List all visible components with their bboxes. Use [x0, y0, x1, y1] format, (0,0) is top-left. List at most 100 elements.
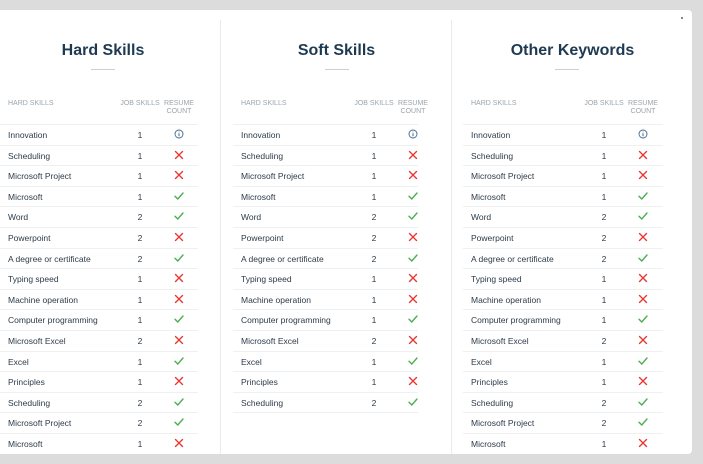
skill-name: Typing speed	[471, 274, 522, 285]
table-row: Typing speed 1	[463, 269, 663, 290]
table-row: Excel 1	[0, 352, 198, 373]
table-row: A degree or certificate 2	[463, 249, 663, 270]
skill-name: Excel	[471, 356, 492, 367]
hard-skills-section: Hard Skills HARD SKILLS JOB SKILLS RESUM…	[0, 20, 220, 454]
table-header: HARD SKILLS JOB SKILLS RESUME COUNT	[221, 100, 452, 126]
job-skills-count: 1	[137, 438, 143, 449]
table-row: Scheduling 1	[0, 146, 198, 167]
info-icon[interactable]	[619, 129, 667, 139]
skill-name: Microsoft Project	[471, 418, 535, 429]
job-skills-count: 1	[371, 377, 377, 388]
skill-name: Microsoft	[8, 191, 43, 202]
skill-name: Scheduling	[8, 397, 51, 408]
skills-table: Innovation 1 Scheduling 1 Microsoft Project 1…	[0, 124, 220, 454]
check-icon	[389, 397, 437, 407]
table-row: Microsoft Project 1	[463, 166, 663, 187]
job-skills-count: 1	[601, 315, 607, 326]
table-row: Microsoft 1	[233, 187, 418, 208]
table-row: Microsoft Project 1	[0, 166, 198, 187]
job-skills-count: 1	[137, 130, 143, 140]
job-skills-count: 1	[601, 438, 607, 449]
table-row: A degree or certificate 2	[233, 249, 418, 270]
skill-name: Machine operation	[8, 294, 78, 305]
skill-name: Microsoft Project	[471, 171, 535, 182]
cross-icon	[155, 438, 203, 448]
table-header: HARD SKILLS JOB SKILLS RESUME COUNT	[452, 100, 692, 126]
section-title: Hard Skills	[61, 42, 145, 59]
cross-icon	[619, 273, 667, 283]
job-skills-count: 1	[371, 315, 377, 326]
skill-name: Typing speed	[241, 274, 292, 285]
skills-card: Hard Skills HARD SKILLS JOB SKILLS RESUM…	[0, 10, 692, 454]
skill-name: A degree or certificate	[241, 253, 324, 264]
table-row: Microsoft Project 2	[463, 413, 663, 434]
job-skills-count: 2	[601, 397, 607, 408]
header-skill: HARD SKILLS	[241, 100, 287, 107]
table-row: Powerpoint 2	[0, 228, 198, 249]
job-skills-count: 1	[137, 274, 143, 285]
cross-icon	[155, 294, 203, 304]
table-row: A degree or certificate 2	[0, 249, 198, 270]
info-icon[interactable]	[389, 129, 437, 139]
skill-name: Microsoft Excel	[8, 335, 66, 346]
skills-table: Innovation 1 Scheduling 1 Microsoft Project 1…	[221, 124, 452, 414]
cross-icon	[155, 170, 203, 180]
skill-name: Powerpoint	[8, 232, 51, 243]
job-skills-count: 1	[601, 294, 607, 305]
cross-icon	[619, 150, 667, 160]
table-row: Computer programming 1	[463, 310, 663, 331]
table-row: Machine operation 1	[0, 290, 198, 311]
cross-icon	[155, 273, 203, 283]
skill-name: Microsoft Project	[241, 171, 305, 182]
job-skills-count: 2	[371, 335, 377, 346]
job-skills-count: 1	[601, 150, 607, 161]
job-skills-count: 2	[601, 335, 607, 346]
skill-name: Innovation	[8, 130, 48, 140]
skill-name: Computer programming	[471, 315, 561, 326]
job-skills-count: 2	[371, 253, 377, 264]
skill-name: Innovation	[471, 130, 511, 140]
check-icon	[389, 211, 437, 221]
job-skills-count: 1	[137, 171, 143, 182]
job-skills-count: 1	[137, 150, 143, 161]
table-row: Scheduling 2	[0, 393, 198, 414]
table-row: Computer programming 1	[233, 310, 418, 331]
check-icon	[619, 191, 667, 201]
cross-icon	[619, 438, 667, 448]
skill-name: Scheduling	[8, 150, 51, 161]
skill-name: Powerpoint	[241, 232, 284, 243]
job-skills-count: 1	[371, 191, 377, 202]
check-icon	[619, 417, 667, 427]
table-row: Word 2	[463, 207, 663, 228]
cross-icon	[389, 294, 437, 304]
job-skills-count: 1	[601, 356, 607, 367]
job-skills-count: 1	[601, 191, 607, 202]
section-title: Other Keywords	[510, 42, 635, 59]
job-skills-count: 1	[601, 130, 607, 140]
job-skills-count: 1	[137, 315, 143, 326]
skill-name: Scheduling	[471, 150, 514, 161]
title-underline	[555, 69, 579, 70]
job-skills-count: 2	[371, 397, 377, 408]
table-row: Typing speed 1	[233, 269, 418, 290]
job-skills-count: 1	[137, 356, 143, 367]
check-icon	[619, 253, 667, 263]
title-underline	[91, 69, 115, 70]
job-skills-count: 1	[371, 294, 377, 305]
job-skills-count: 2	[137, 418, 143, 429]
header-job-skills: JOB SKILLS	[120, 100, 160, 107]
cross-icon	[619, 335, 667, 345]
table-row: Principles 1	[233, 372, 418, 393]
check-icon	[155, 191, 203, 201]
skill-name: Microsoft	[471, 191, 506, 202]
skill-name: Microsoft Project	[8, 418, 72, 429]
skill-name: Machine operation	[241, 294, 311, 305]
skill-name: Excel	[241, 356, 262, 367]
info-icon[interactable]	[155, 129, 203, 139]
table-row: Microsoft Excel 2	[0, 331, 198, 352]
table-row: Innovation 1	[463, 124, 663, 146]
check-icon	[389, 253, 437, 263]
table-row: Microsoft Project 1	[233, 166, 418, 187]
cross-icon	[389, 170, 437, 180]
skill-name: Excel	[8, 356, 29, 367]
